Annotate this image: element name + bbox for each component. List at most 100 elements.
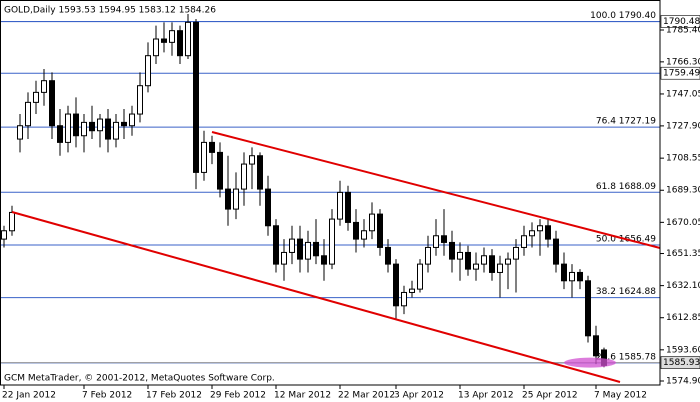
y-tick-label: 1612.85 [666, 313, 700, 323]
candle-body [457, 251, 463, 260]
candle-body [553, 238, 559, 265]
candle-body [313, 241, 319, 257]
candle-body [417, 263, 423, 290]
candle-body [265, 188, 271, 227]
x-tick-label: 29 Feb 2012 [210, 391, 266, 401]
candle-body [257, 155, 263, 190]
candle-body [409, 288, 415, 293]
candle-body [529, 230, 535, 237]
y-tick-label: 1727.90 [666, 121, 700, 131]
candle-body [505, 258, 511, 265]
fib-label: 61.8 1688.09 [596, 182, 656, 192]
candle-body [241, 163, 247, 190]
x-tick-label: 12 Mar 2012 [274, 391, 331, 401]
candle-body [329, 218, 335, 265]
x-tick-label: 22 Jan 2012 [2, 391, 56, 401]
candle-body [521, 235, 527, 248]
y-tick-label: 1766.30 [666, 57, 700, 67]
candle-body [49, 80, 55, 127]
candle-body [233, 188, 239, 210]
candle-body [25, 101, 31, 127]
candle-body [369, 213, 375, 232]
candle-body [1, 230, 7, 240]
candle-body [169, 30, 175, 43]
candle-body [433, 235, 439, 248]
x-tick-label: 7 Feb 2012 [82, 391, 132, 401]
candle-body [569, 271, 575, 282]
candle-body [89, 121, 95, 132]
candle-body [489, 255, 495, 273]
price-box-label: 1585.93 [663, 358, 700, 368]
candle-body [41, 80, 47, 93]
x-tick-label: 3 Apr 2012 [394, 391, 444, 401]
candle-body [361, 230, 367, 240]
candle-body [425, 246, 431, 265]
candle-body [209, 141, 215, 153]
candle-body [33, 91, 39, 103]
y-tick-label: 1574.90 [666, 376, 700, 386]
candle-body [105, 118, 111, 140]
fib-label: 38.2 1624.88 [596, 287, 656, 297]
candle-body [473, 263, 479, 270]
y-tick-label: 1670.05 [666, 218, 700, 228]
candle-body [561, 263, 567, 282]
candle-body [513, 246, 519, 260]
y-tick-label: 1593.60 [666, 345, 700, 355]
candle-body [153, 38, 159, 57]
candle-body [97, 118, 103, 132]
copyright: GCM MetaTrader, © 2001-2012, MetaQuotes … [4, 374, 275, 384]
price-box [660, 356, 700, 369]
candle-body [321, 255, 327, 265]
candle-body [481, 255, 487, 265]
candle-body [121, 121, 127, 127]
candle-body [137, 85, 143, 115]
candle-body [113, 121, 119, 140]
candle-body [393, 263, 399, 307]
spacer [3, 3, 9, 9]
y-tick-label: 1632.10 [666, 281, 700, 291]
candle-body [337, 191, 343, 220]
price-box-label: 1790.48 [663, 17, 700, 27]
candle-body [289, 238, 295, 253]
price-box [660, 15, 700, 28]
y-tick-label: 1785.40 [666, 26, 700, 36]
candle-body [273, 225, 279, 265]
x-tick-label: 13 Apr 2012 [458, 391, 514, 401]
candle-body [81, 121, 87, 137]
candle-body [17, 125, 23, 140]
candle-body [161, 38, 167, 43]
candle-body [177, 30, 183, 57]
candle-body [193, 21, 199, 173]
candle-body [145, 55, 151, 87]
x-tick-label: 17 Feb 2012 [146, 391, 202, 401]
axes: 1790.48 1759.49 1585.93 1785.40 1766.30 1747.… [2, 15, 700, 401]
candle-body [377, 213, 383, 248]
plot-frame [0, 0, 661, 386]
candle-body [225, 188, 231, 210]
candle-body [9, 211, 15, 232]
candle-body [217, 151, 223, 190]
candle-body [73, 113, 79, 137]
fib-label: 100.0 1790.40 [590, 11, 656, 21]
x-tick-label: 25 Apr 2012 [522, 391, 578, 401]
candle-body [129, 113, 135, 127]
x-tick-label: 7 May 2012 [594, 391, 647, 401]
candle-body [441, 235, 447, 243]
price-box-label: 1759.49 [663, 69, 700, 79]
candle-body [385, 246, 391, 265]
candle-body [577, 271, 583, 282]
candle-body [297, 238, 303, 260]
candle-body [465, 251, 471, 270]
candle-body [249, 155, 255, 165]
y-tick-label: 1747.05 [666, 89, 700, 99]
fib-label: 23.6 1585.78 [596, 352, 656, 362]
y-tick-label: 1708.55 [666, 154, 700, 164]
candles [1, 14, 607, 368]
header: GOLD,Daily 1593.53 1594.95 1583.12 1584.… [4, 6, 216, 16]
candle-body [353, 221, 359, 240]
candle-body [345, 191, 351, 223]
y-tick-label: 1689.30 [666, 186, 700, 196]
candle-body [537, 225, 543, 232]
candle-body [201, 141, 207, 173]
